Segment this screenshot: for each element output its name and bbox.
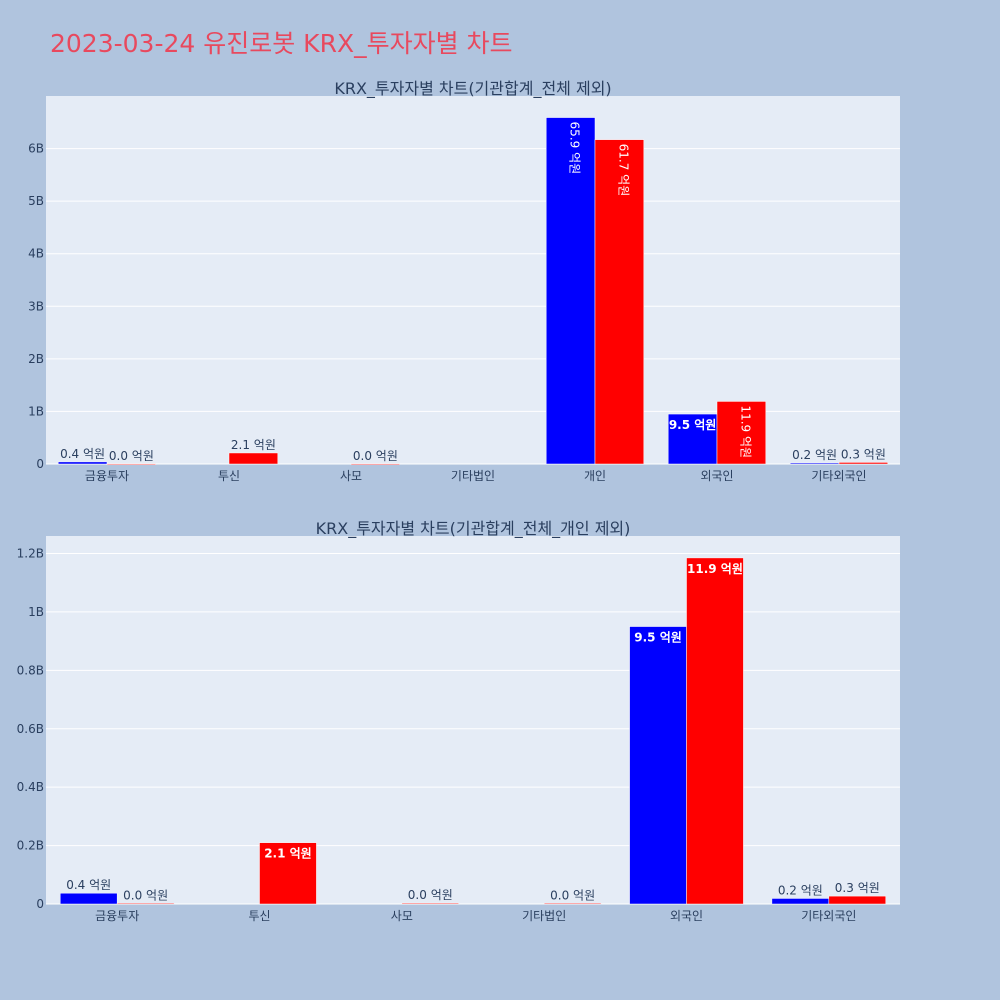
bar bbox=[228, 452, 279, 465]
x-tick-label: 외국인 bbox=[670, 909, 703, 923]
data-label: 11.9 억원 bbox=[687, 562, 743, 576]
data-label: 11.9 억원 bbox=[738, 405, 752, 458]
bar bbox=[57, 461, 108, 465]
data-label: 0.3 억원 bbox=[841, 447, 886, 461]
plot-area bbox=[46, 536, 900, 904]
y-tick-label: 0 bbox=[36, 457, 44, 471]
page-title: 2023-03-24 유진로봇 KRX_투자자별 차트 bbox=[50, 29, 513, 58]
bar-chart-excl-individual: KRX_투자자별 차트(기관합계_전체_개인 제외) 0 0.2B 0.4B 0.6B 0… bbox=[17, 519, 900, 923]
bar bbox=[838, 462, 889, 465]
bar bbox=[686, 557, 744, 905]
y-tick-label: 0 bbox=[36, 897, 44, 911]
bar bbox=[667, 413, 718, 465]
y-tick-label: 0.6B bbox=[17, 722, 44, 736]
y-tick-label: 1B bbox=[28, 404, 44, 418]
bar bbox=[401, 902, 460, 905]
data-label: 0.0 억원 bbox=[408, 888, 453, 902]
bar bbox=[828, 895, 887, 905]
bar bbox=[116, 903, 175, 905]
x-tick-label: 기타법인 bbox=[522, 909, 566, 923]
chart-title: KRX_투자자별 차트(기관합계_전체_개인 제외) bbox=[316, 519, 631, 539]
bar bbox=[789, 462, 840, 465]
bar bbox=[543, 903, 602, 905]
data-label: 0.4 억원 bbox=[66, 878, 111, 892]
data-label: 0.2 억원 bbox=[778, 883, 823, 897]
y-tick-label: 6B bbox=[28, 142, 44, 156]
bar bbox=[59, 892, 118, 905]
data-label: 0.4 억원 bbox=[60, 447, 105, 461]
x-tick-label: 사모 bbox=[391, 909, 413, 923]
bar bbox=[594, 139, 645, 465]
data-label: 2.1 억원 bbox=[231, 438, 276, 452]
x-tick-label: 기타외국인 bbox=[811, 469, 866, 483]
y-tick-label: 4B bbox=[28, 247, 44, 261]
y-tick-label: 2B bbox=[28, 352, 44, 366]
data-label: 65.9 억원 bbox=[568, 122, 582, 175]
data-label: 2.1 억원 bbox=[264, 847, 312, 861]
x-tick-label: 개인 bbox=[584, 469, 606, 483]
bar bbox=[545, 117, 596, 465]
bar bbox=[716, 401, 767, 465]
y-tick-label: 1.2B bbox=[17, 547, 44, 561]
bar bbox=[259, 842, 317, 905]
data-label: 61.7 억원 bbox=[616, 144, 630, 197]
data-label: 9.5 억원 bbox=[669, 418, 717, 432]
x-tick-label: 금융투자 bbox=[95, 909, 139, 923]
bar-chart-all: KRX_투자자별 차트(기관합계_전체 제외) 0 1B 2B 3B 4B 5B 6B 금융투자… bbox=[28, 79, 900, 483]
data-label: 0.0 억원 bbox=[123, 888, 168, 902]
data-label: 0.3 억원 bbox=[835, 881, 880, 895]
y-tick-label: 5B bbox=[28, 194, 44, 208]
y-tick-label: 0.4B bbox=[17, 780, 44, 794]
chart-title: KRX_투자자별 차트(기관합계_전체 제외) bbox=[334, 79, 611, 99]
x-tick-label: 투신 bbox=[248, 909, 270, 923]
x-tick-label: 사모 bbox=[340, 469, 362, 483]
x-tick-label: 외국인 bbox=[700, 469, 733, 483]
y-tick-label: 3B bbox=[28, 299, 44, 313]
data-label: 9.5 억원 bbox=[634, 631, 682, 645]
y-tick-label: 0.8B bbox=[17, 663, 44, 677]
plot-area bbox=[46, 96, 900, 464]
data-label: 0.0 억원 bbox=[109, 449, 154, 463]
data-label: 0.0 억원 bbox=[550, 888, 595, 902]
bar bbox=[771, 898, 830, 905]
y-tick-label: 1B bbox=[28, 605, 44, 619]
bar bbox=[629, 626, 687, 905]
x-tick-label: 투신 bbox=[218, 469, 240, 483]
data-label: 0.2 억원 bbox=[792, 448, 837, 462]
data-label: 0.0 억원 bbox=[353, 449, 398, 463]
bar bbox=[106, 463, 157, 465]
x-tick-label: 기타외국인 bbox=[801, 909, 856, 923]
bar bbox=[350, 463, 401, 465]
y-tick-label: 0.2B bbox=[17, 839, 44, 853]
x-tick-label: 기타법인 bbox=[451, 469, 495, 483]
x-tick-label: 금융투자 bbox=[85, 469, 129, 483]
